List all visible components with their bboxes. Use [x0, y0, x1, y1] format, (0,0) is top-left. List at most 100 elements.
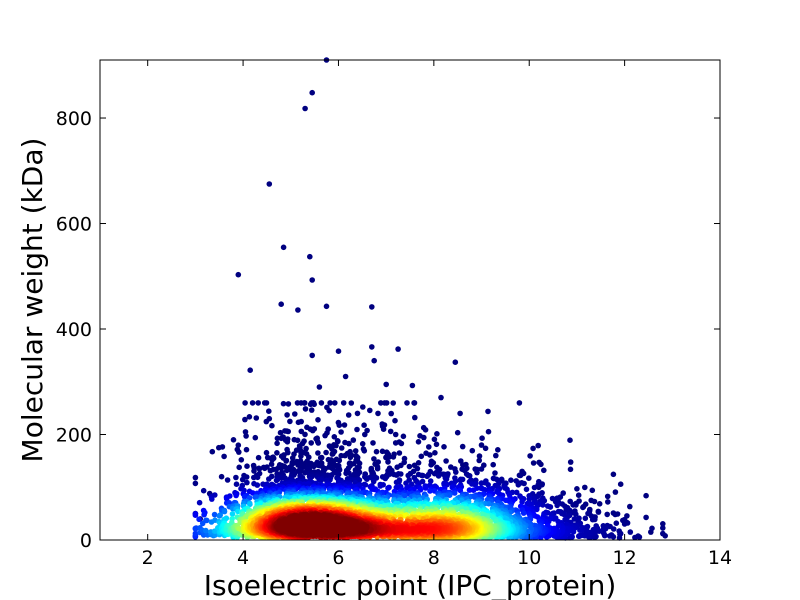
data-point — [427, 478, 434, 484]
data-point — [395, 346, 401, 352]
data-point — [345, 412, 352, 418]
data-point — [280, 244, 287, 251]
data-point — [278, 465, 285, 471]
data-point — [432, 450, 438, 456]
data-point — [452, 359, 459, 366]
data-point — [338, 452, 345, 459]
data-point — [294, 437, 301, 444]
data-point — [426, 444, 432, 450]
data-point — [255, 400, 261, 406]
data-point — [338, 429, 344, 435]
data-point — [201, 511, 207, 518]
data-point — [274, 450, 280, 456]
data-point — [591, 498, 598, 505]
data-point — [354, 410, 361, 417]
data-point — [380, 426, 387, 433]
data-point — [278, 301, 285, 308]
data-point — [224, 477, 231, 483]
data-point — [575, 492, 582, 499]
data-point — [660, 521, 666, 527]
data-point — [233, 481, 240, 488]
data-point — [616, 528, 622, 534]
data-point — [273, 466, 280, 473]
data-point — [459, 443, 466, 450]
data-point — [538, 461, 544, 468]
data-point — [567, 437, 573, 444]
data-point — [244, 463, 250, 470]
data-point — [576, 533, 583, 539]
data-point — [466, 473, 473, 479]
data-point — [580, 504, 586, 511]
data-point — [253, 415, 260, 421]
data-point — [266, 408, 272, 415]
data-point — [520, 510, 527, 516]
data-point — [643, 514, 649, 521]
data-point — [400, 433, 407, 440]
data-point — [221, 508, 228, 515]
data-point — [283, 458, 289, 464]
data-point — [341, 422, 348, 428]
data-point — [284, 412, 290, 418]
data-point — [493, 452, 499, 459]
data-point — [236, 449, 242, 455]
data-point — [604, 511, 610, 518]
data-point — [393, 479, 400, 486]
data-point — [567, 466, 574, 473]
data-point — [268, 461, 275, 468]
data-point — [196, 499, 203, 506]
data-point — [660, 530, 666, 537]
data-point — [441, 444, 447, 450]
data-point — [302, 406, 309, 412]
data-point — [332, 400, 338, 406]
data-point — [596, 501, 603, 507]
data-point — [390, 400, 397, 406]
data-point — [295, 419, 302, 426]
data-point — [443, 458, 449, 464]
data-point — [249, 400, 256, 406]
data-point — [280, 400, 287, 407]
data-point — [360, 404, 366, 410]
data-point — [226, 500, 233, 506]
data-point — [192, 530, 199, 537]
data-point — [252, 434, 259, 441]
data-point — [278, 435, 285, 442]
data-point — [660, 525, 666, 531]
data-point — [301, 400, 308, 406]
data-point — [521, 480, 527, 487]
data-point — [567, 459, 574, 465]
data-point — [309, 89, 316, 96]
data-point — [285, 428, 292, 435]
data-point — [371, 456, 377, 462]
data-point — [266, 181, 273, 187]
data-point — [469, 447, 476, 454]
data-point — [535, 442, 541, 449]
data-point — [336, 422, 343, 429]
data-point — [218, 473, 225, 480]
data-point — [199, 520, 206, 527]
data-point — [377, 483, 384, 489]
data-point — [233, 492, 239, 499]
data-point — [478, 466, 485, 472]
data-point — [274, 435, 281, 442]
data-point — [503, 497, 509, 504]
data-point — [251, 468, 257, 474]
data-point — [370, 440, 376, 446]
data-point — [438, 394, 444, 401]
data-point — [356, 460, 363, 467]
data-point — [555, 518, 561, 525]
data-point — [318, 400, 325, 406]
data-point — [390, 454, 397, 460]
data-point — [485, 408, 491, 415]
data-point — [317, 455, 324, 461]
data-point — [209, 496, 215, 502]
data-point — [235, 442, 242, 449]
data-point — [264, 454, 271, 461]
data-point — [238, 457, 245, 463]
data-point — [247, 501, 253, 508]
data-point — [274, 440, 280, 447]
data-point — [392, 440, 399, 446]
data-point — [192, 512, 199, 518]
data-point — [605, 499, 611, 505]
data-point — [229, 511, 236, 517]
data-point — [311, 463, 317, 470]
